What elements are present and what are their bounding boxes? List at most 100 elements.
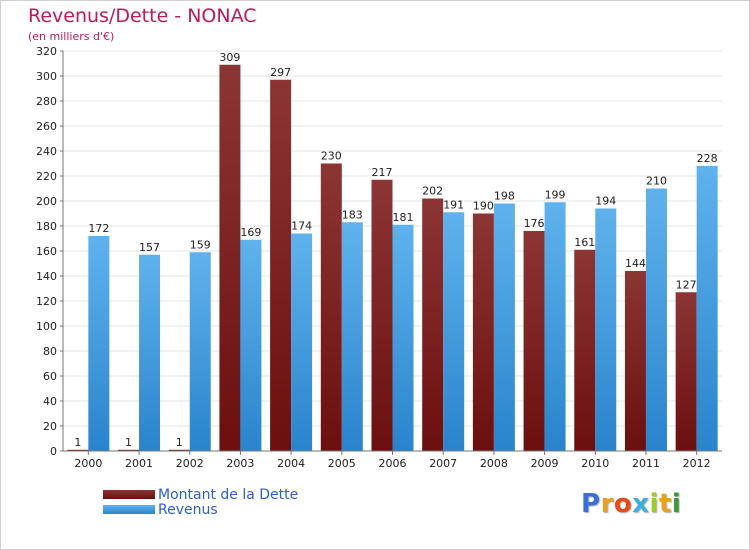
data-label-dette: 176: [524, 217, 545, 230]
legend-item-revenus: Revenus: [103, 501, 298, 518]
y-tick-label: 240: [36, 145, 57, 158]
legend-swatch-revenus: [103, 505, 155, 514]
y-tick-label: 300: [36, 70, 57, 83]
bar-dette: [270, 79, 292, 451]
chart-subtitle: (en milliers d'€): [28, 30, 115, 43]
bar-dette: [168, 449, 190, 451]
bar-revenus: [443, 212, 465, 451]
bar-revenus: [544, 202, 566, 451]
bar-dette: [371, 179, 393, 451]
logo-letter: t: [658, 489, 672, 519]
logo-letter: P: [581, 489, 601, 519]
x-tick-label: 2007: [429, 457, 457, 470]
x-tick-label: 2009: [531, 457, 559, 470]
bar-dette: [472, 213, 494, 451]
data-label-revenus: 228: [697, 152, 718, 165]
x-tick-label: 2008: [480, 457, 508, 470]
data-label-dette: 127: [676, 278, 697, 291]
bar-dette: [523, 231, 545, 451]
logo-letter: i: [649, 489, 659, 519]
bar-revenus: [645, 188, 667, 451]
bar-dette: [219, 64, 241, 451]
data-label-revenus: 174: [291, 220, 312, 233]
data-label-dette: 309: [219, 51, 240, 64]
y-tick-label: 320: [36, 45, 57, 58]
data-label-revenus: 183: [342, 208, 363, 221]
data-label-revenus: 172: [88, 222, 109, 235]
logo-letter: r: [600, 489, 614, 519]
bar-revenus: [139, 254, 161, 451]
data-label-revenus: 181: [393, 211, 414, 224]
bar-dette: [624, 271, 646, 451]
logo-letter: o: [613, 489, 633, 519]
data-label-dette: 1: [74, 436, 81, 449]
data-label-revenus: 157: [139, 241, 160, 254]
bar-revenus: [189, 252, 211, 451]
y-tick-label: 140: [36, 270, 57, 283]
x-tick-label: 2003: [226, 457, 254, 470]
y-tick-label: 120: [36, 295, 57, 308]
bar-dette: [675, 292, 697, 451]
bar-dette: [574, 249, 596, 451]
bar-dette: [320, 163, 342, 451]
y-tick-label: 40: [43, 395, 57, 408]
logo-letter: i: [671, 489, 682, 519]
y-tick-label: 0: [50, 445, 57, 458]
x-tick-label: 2012: [683, 457, 711, 470]
y-tick-label: 60: [43, 370, 57, 383]
y-tick-label: 260: [36, 120, 57, 133]
bar-revenus: [341, 222, 363, 451]
data-label-revenus: 194: [595, 195, 616, 208]
y-tick-label: 280: [36, 95, 57, 108]
data-label-dette: 1: [125, 436, 132, 449]
bar-revenus: [493, 203, 515, 451]
bar-dette: [422, 198, 444, 451]
bar-revenus: [291, 233, 313, 451]
x-tick-label: 2005: [328, 457, 356, 470]
data-label-revenus: 169: [240, 226, 261, 239]
y-tick-label: 220: [36, 170, 57, 183]
legend-item-dette: Montant de la Dette: [103, 486, 299, 503]
data-label-dette: 297: [270, 66, 291, 79]
bar-revenus: [240, 239, 262, 451]
legend-label-dette: Montant de la Dette: [158, 486, 299, 503]
chart-legend: Montant de la Dette Revenus: [103, 486, 299, 518]
data-label-dette: 230: [321, 150, 342, 163]
data-label-revenus: 159: [190, 238, 211, 251]
bar-dette: [118, 449, 140, 451]
y-tick-label: 100: [36, 320, 57, 333]
y-tick-label: 80: [43, 345, 57, 358]
y-tick-label: 200: [36, 195, 57, 208]
data-label-dette: 161: [574, 236, 595, 249]
x-tick-label: 2001: [125, 457, 153, 470]
data-label-dette: 144: [625, 257, 646, 270]
data-label-revenus: 198: [494, 190, 515, 203]
bar-revenus: [595, 208, 617, 451]
x-tick-label: 2004: [277, 457, 305, 470]
legend-label-revenus: Revenus: [158, 501, 218, 518]
bar-chart: 1172115711593091692971742301832171812021…: [36, 45, 722, 470]
data-label-revenus: 191: [443, 198, 464, 211]
bar-revenus: [392, 224, 414, 451]
bar-revenus: [696, 166, 718, 451]
data-label-revenus: 199: [545, 188, 566, 201]
bar-revenus: [88, 236, 110, 451]
bar-dette: [67, 449, 89, 451]
chart-title: Revenus/Dette - NONAC: [28, 5, 257, 27]
x-tick-label: 2002: [176, 457, 204, 470]
x-tick-label: 2006: [379, 457, 407, 470]
logo-letter: x: [632, 489, 650, 519]
x-tick-label: 2011: [632, 457, 660, 470]
data-label-dette: 190: [473, 200, 494, 213]
y-tick-label: 20: [43, 420, 57, 433]
x-tick-label: 2010: [581, 457, 609, 470]
y-tick-label: 180: [36, 220, 57, 233]
y-tick-label: 160: [36, 245, 57, 258]
data-label-dette: 202: [422, 185, 443, 198]
data-label-revenus: 210: [646, 175, 667, 188]
data-label-dette: 1: [176, 436, 183, 449]
proxiti-logo: Proxiti: [581, 489, 681, 519]
x-tick-label: 2000: [74, 457, 102, 470]
data-label-dette: 217: [372, 166, 393, 179]
